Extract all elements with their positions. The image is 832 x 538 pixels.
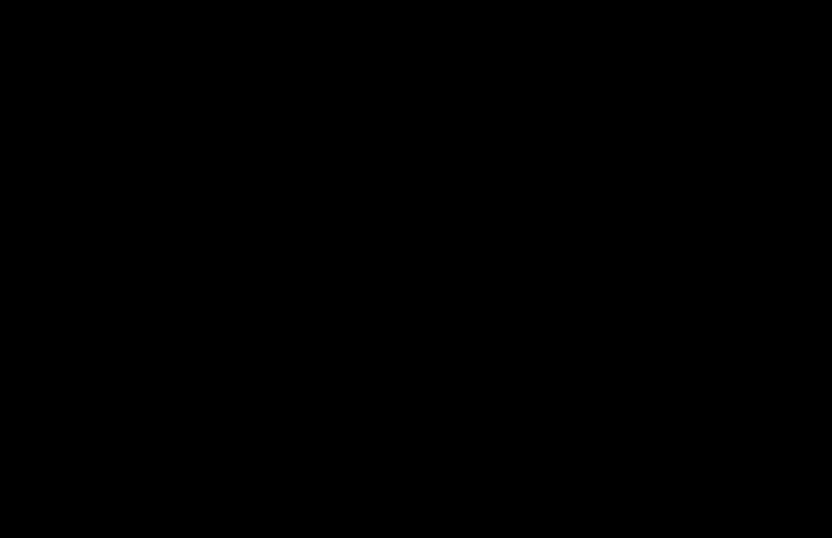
word-cloud — [0, 0, 832, 538]
